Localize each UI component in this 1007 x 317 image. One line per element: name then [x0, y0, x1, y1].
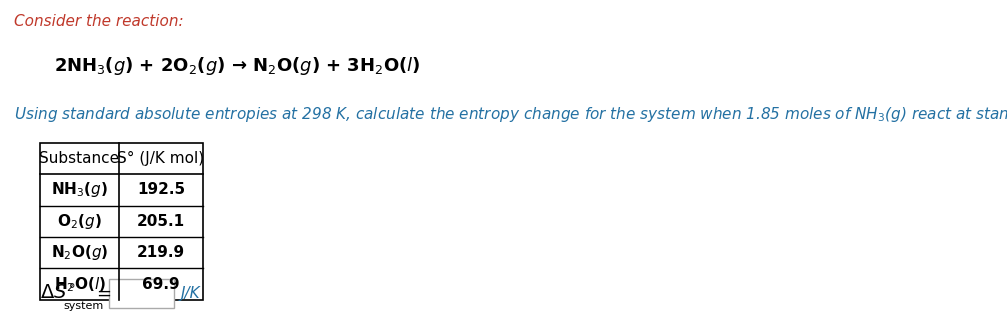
- Text: 2NH$_3$($g$) + 2O$_2$($g$) → N$_2$O($g$) + 3H$_2$O($l$): 2NH$_3$($g$) + 2O$_2$($g$) → N$_2$O($g$)…: [53, 55, 420, 77]
- Text: Substance: Substance: [39, 151, 120, 166]
- Text: S° (J/K mol): S° (J/K mol): [118, 151, 204, 166]
- Text: N$_2$O($g$): N$_2$O($g$): [51, 243, 109, 262]
- Text: Consider the reaction:: Consider the reaction:: [14, 14, 184, 29]
- Text: =: =: [96, 285, 111, 303]
- Text: 69.9: 69.9: [142, 277, 180, 292]
- Text: system: system: [63, 301, 104, 311]
- Bar: [40, 143, 203, 300]
- Text: 192.5: 192.5: [137, 182, 185, 197]
- Text: 219.9: 219.9: [137, 245, 185, 260]
- Bar: [109, 280, 174, 308]
- Text: NH$_3$($g$): NH$_3$($g$): [51, 180, 108, 199]
- Text: $\Delta S^{\circ}$: $\Delta S^{\circ}$: [40, 284, 76, 303]
- Text: H$_2$O($l$): H$_2$O($l$): [53, 275, 106, 294]
- Text: 205.1: 205.1: [137, 214, 185, 229]
- Text: O$_2$($g$): O$_2$($g$): [57, 212, 102, 231]
- Text: Using standard absolute entropies at 298 K, calculate the entropy change for the: Using standard absolute entropies at 298…: [14, 105, 1007, 124]
- Text: J/K: J/K: [180, 286, 200, 301]
